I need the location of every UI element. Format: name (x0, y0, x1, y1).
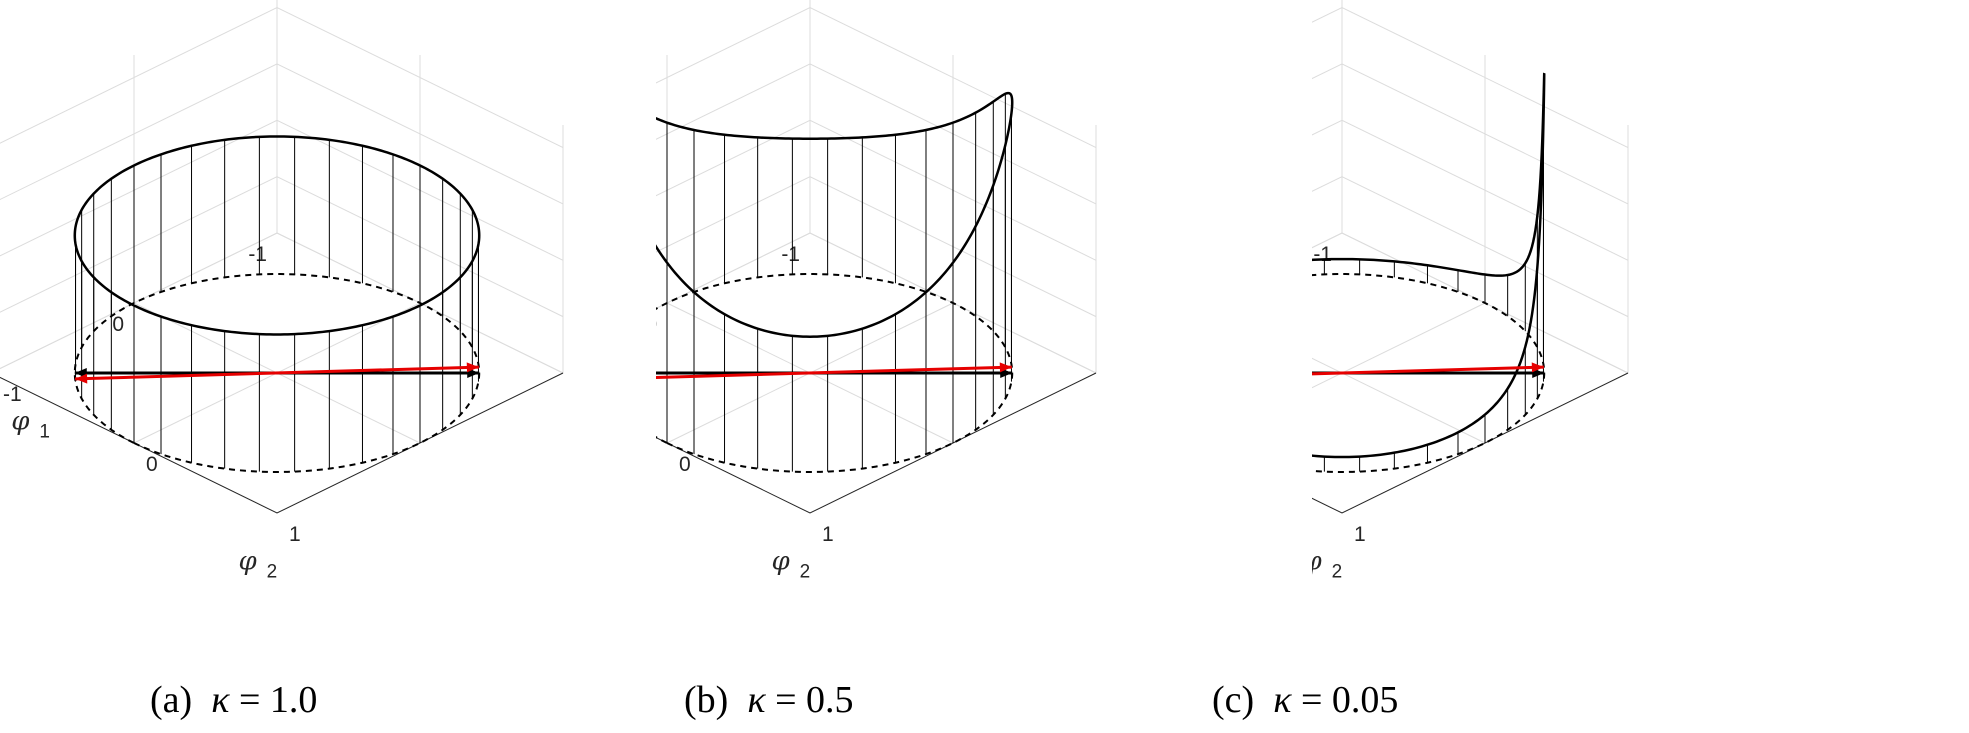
caption-c: (c) κ = 0.05 (1212, 678, 1398, 722)
kappa-value: = 0.05 (1300, 679, 1399, 721)
caption-label: (a) (150, 679, 193, 721)
caption-b: (b) κ = 0.5 (684, 678, 854, 722)
grid-line (656, 437, 811, 514)
pdf-curve (1312, 72, 1546, 459)
grid-line (0, 6, 564, 148)
grid-line (656, 176, 1097, 318)
y-axis-label-sub: 2 (267, 562, 278, 583)
kappa-symbol: κ (1273, 679, 1292, 721)
axis-line (0, 372, 564, 514)
x-axis-label: φ (11, 407, 30, 437)
y-axis-label-sub: 2 (800, 562, 811, 583)
grid-line (0, 63, 564, 205)
pdf-curve (656, 91, 1014, 338)
y-tick-label: 1 (289, 523, 301, 546)
y-tick-label: 1 (822, 523, 834, 546)
x-tick-label: 0 (112, 313, 124, 336)
direction-arrow (1312, 365, 1544, 376)
kappa-value: = 0.5 (775, 679, 854, 721)
grid-line (656, 6, 1097, 148)
x-axis-label-sub: 1 (39, 422, 50, 443)
pdf-curve (73, 135, 481, 336)
direction-arrow (75, 365, 479, 381)
caption-label: (c) (1212, 679, 1255, 721)
grid-line (656, 232, 1097, 374)
arrow-head (75, 373, 88, 384)
y-tick-label: 1 (1354, 523, 1366, 546)
y-tick-label: 0 (146, 453, 158, 476)
axis-line (1312, 372, 1629, 514)
y-axis-label: φ (239, 547, 258, 577)
grid-line (0, 376, 278, 514)
x-tick-label: -1 (248, 243, 267, 266)
axis-line (656, 372, 1097, 514)
kappa-symbol: κ (747, 679, 766, 721)
grid-line (0, 232, 278, 370)
grid-line (1312, 232, 1629, 374)
kappa-value: = 1.0 (238, 679, 318, 721)
y-tick-label: 0 (679, 453, 691, 476)
caption-a: (a) κ = 1.0 (150, 678, 317, 722)
x-tick-label: -1 (781, 243, 800, 266)
y-axis-label: φ (1312, 547, 1323, 577)
y-axis-label-sub: 2 (1332, 562, 1343, 583)
grid-line (1312, 497, 1343, 514)
arrow-head (999, 362, 1012, 373)
x-tick-label: 0 (656, 313, 657, 336)
y-tick-label: -1 (3, 383, 22, 406)
y-axis-label: φ (772, 547, 791, 577)
caption-label: (b) (684, 679, 729, 721)
kappa-symbol: κ (211, 679, 230, 721)
direction-arrow (656, 365, 1012, 380)
arrow-head (466, 362, 479, 373)
x-tick-label: -1 (1313, 243, 1332, 266)
grid-line (656, 119, 1097, 261)
arrow-head (1531, 362, 1544, 373)
